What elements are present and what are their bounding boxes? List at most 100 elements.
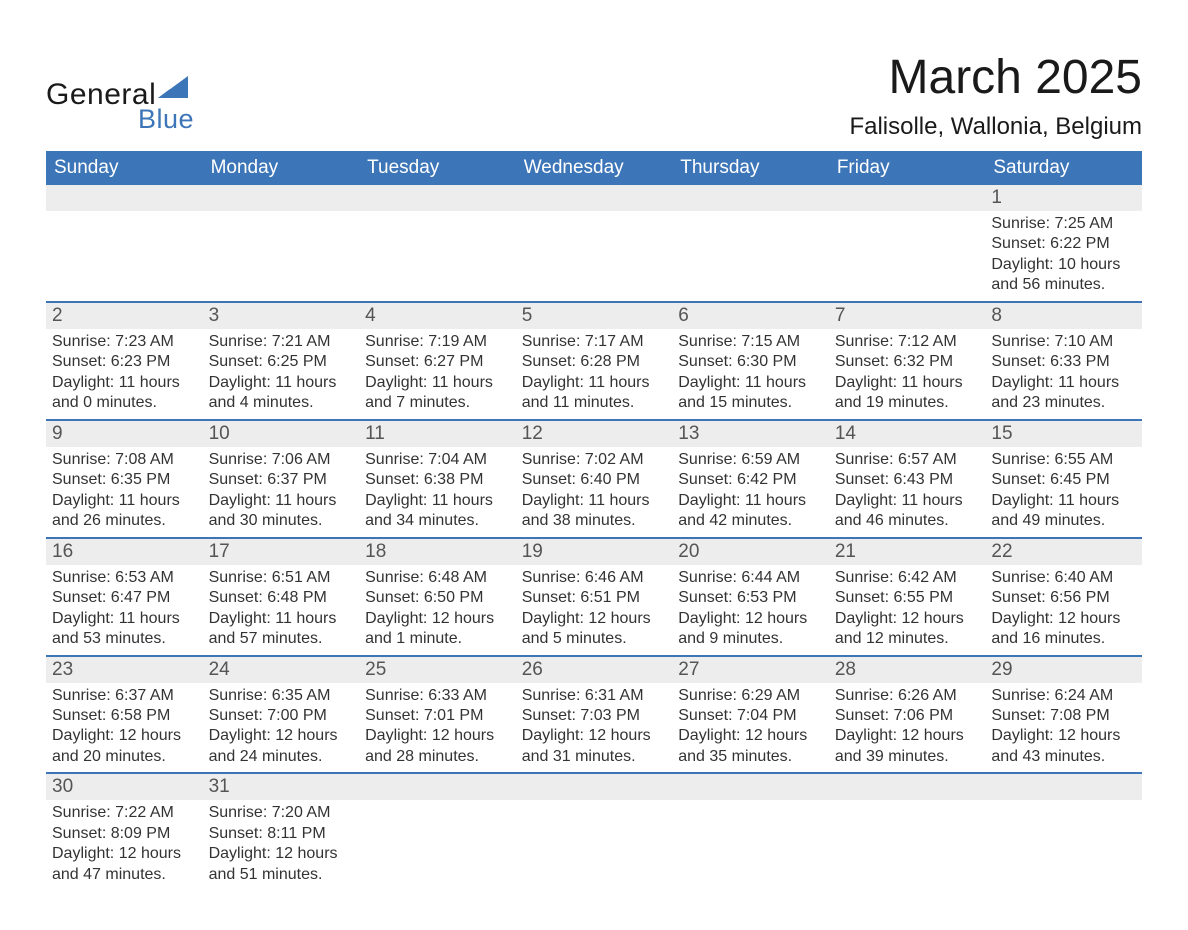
sunrise-text: Sunrise: 7:10 AM [991,332,1136,352]
day-cell [359,185,516,302]
day-details [672,800,829,860]
daynum-strip [46,185,203,211]
brand-line2: Blue [138,104,194,135]
week-row: 30 Sunrise: 7:22 AMSunset: 8:09 PMDayligh… [46,773,1142,890]
daynum-strip: 2 [46,303,203,329]
daynum-strip [359,185,516,211]
day-cell: 4Sunrise: 7:19 AMSunset: 6:27 PMDaylight… [359,302,516,420]
day-number: 4 [365,305,376,326]
sunset-text: Sunset: 6:45 PM [991,470,1136,490]
sunset-text: Sunset: 6:28 PM [522,352,667,372]
sunrise-text: Sunrise: 6:57 AM [835,450,980,470]
week-row: 16Sunrise: 6:53 AMSunset: 6:47 PMDayligh… [46,538,1142,656]
daylight-text: Daylight: 11 hours and 4 minutes. [209,373,354,414]
day-details [829,800,986,860]
day-number: 12 [522,423,543,444]
week-row: 1Sunrise: 7:25 AMSunset: 6:22 PMDaylight… [46,185,1142,302]
sunset-text: Sunset: 6:35 PM [52,470,197,490]
page-header: General Blue March 2025 Falisolle, Wallo… [46,50,1142,141]
daynum-strip [516,774,673,800]
daynum-strip: 19 [516,539,673,565]
sunrise-text: Sunrise: 7:02 AM [522,450,667,470]
sunrise-text: Sunrise: 7:04 AM [365,450,510,470]
weekday-header: Friday [829,151,986,185]
day-details: Sunrise: 6:59 AMSunset: 6:42 PMDaylight:… [672,447,829,537]
day-details [46,211,203,271]
daynum-strip [672,774,829,800]
sunset-text: Sunset: 7:08 PM [991,706,1136,726]
sunrise-text: Sunrise: 6:40 AM [991,568,1136,588]
daylight-text: Daylight: 12 hours and 51 minutes. [209,844,354,885]
day-details: Sunrise: 6:35 AMSunset: 7:00 PMDaylight:… [203,683,360,773]
week-row: 2Sunrise: 7:23 AMSunset: 6:23 PMDaylight… [46,302,1142,420]
day-cell: 10Sunrise: 7:06 AMSunset: 6:37 PMDayligh… [203,420,360,538]
day-details: Sunrise: 6:33 AMSunset: 7:01 PMDaylight:… [359,683,516,773]
day-details: Sunrise: 6:26 AMSunset: 7:06 PMDaylight:… [829,683,986,773]
day-cell: 9Sunrise: 7:08 AMSunset: 6:35 PMDaylight… [46,420,203,538]
daylight-text: Daylight: 11 hours and 15 minutes. [678,373,823,414]
page-title: March 2025 [849,50,1142,105]
sunrise-text: Sunrise: 6:26 AM [835,686,980,706]
weekday-header: Tuesday [359,151,516,185]
day-cell: 7Sunrise: 7:12 AMSunset: 6:32 PMDaylight… [829,302,986,420]
title-block: March 2025 Falisolle, Wallonia, Belgium [849,50,1142,141]
day-number: 22 [991,541,1012,562]
daynum-strip: 1 [985,185,1142,211]
day-number: 30 [52,776,73,797]
daylight-text: Daylight: 11 hours and 57 minutes. [209,609,354,650]
day-number: 23 [52,659,73,680]
daylight-text: Daylight: 12 hours and 43 minutes. [991,726,1136,767]
day-cell: 17Sunrise: 6:51 AMSunset: 6:48 PMDayligh… [203,538,360,656]
day-cell [203,185,360,302]
daylight-text: Daylight: 11 hours and 23 minutes. [991,373,1136,414]
daynum-strip [203,185,360,211]
day-cell [46,185,203,302]
daylight-text: Daylight: 11 hours and 34 minutes. [365,491,510,532]
day-cell: 6Sunrise: 7:15 AMSunset: 6:30 PMDaylight… [672,302,829,420]
day-number: 9 [52,423,63,444]
week-row: 23Sunrise: 6:37 AMSunset: 6:58 PMDayligh… [46,656,1142,774]
day-cell: 2Sunrise: 7:23 AMSunset: 6:23 PMDaylight… [46,302,203,420]
calendar-body: 1Sunrise: 7:25 AMSunset: 6:22 PMDaylight… [46,185,1142,890]
sunset-text: Sunset: 6:33 PM [991,352,1136,372]
day-details [985,800,1142,860]
daylight-text: Daylight: 12 hours and 24 minutes. [209,726,354,767]
sunset-text: Sunset: 6:25 PM [209,352,354,372]
daylight-text: Daylight: 12 hours and 12 minutes. [835,609,980,650]
sunset-text: Sunset: 6:47 PM [52,588,197,608]
daynum-strip: 23 [46,657,203,683]
daylight-text: Daylight: 12 hours and 16 minutes. [991,609,1136,650]
day-cell: 16Sunrise: 6:53 AMSunset: 6:47 PMDayligh… [46,538,203,656]
sunrise-text: Sunrise: 7:23 AM [52,332,197,352]
daynum-strip: 4 [359,303,516,329]
day-number: 10 [209,423,230,444]
day-details: Sunrise: 7:21 AMSunset: 6:25 PMDaylight:… [203,329,360,419]
day-details: Sunrise: 7:25 AMSunset: 6:22 PMDaylight:… [985,211,1142,301]
day-cell: 22Sunrise: 6:40 AMSunset: 6:56 PMDayligh… [985,538,1142,656]
sunrise-text: Sunrise: 6:53 AM [52,568,197,588]
day-cell [672,773,829,890]
sunset-text: Sunset: 6:50 PM [365,588,510,608]
sunset-text: Sunset: 6:58 PM [52,706,197,726]
day-number: 13 [678,423,699,444]
daynum-strip: 8 [985,303,1142,329]
sunrise-text: Sunrise: 6:51 AM [209,568,354,588]
weekday-header: Wednesday [516,151,673,185]
daylight-text: Daylight: 12 hours and 5 minutes. [522,609,667,650]
sunset-text: Sunset: 6:53 PM [678,588,823,608]
daynum-strip: 10 [203,421,360,447]
day-number: 24 [209,659,230,680]
day-details: Sunrise: 7:04 AMSunset: 6:38 PMDaylight:… [359,447,516,537]
day-cell: 15Sunrise: 6:55 AMSunset: 6:45 PMDayligh… [985,420,1142,538]
day-number: 29 [991,659,1012,680]
sunset-text: Sunset: 6:38 PM [365,470,510,490]
daylight-text: Daylight: 12 hours and 39 minutes. [835,726,980,767]
sunrise-text: Sunrise: 6:29 AM [678,686,823,706]
day-cell [985,773,1142,890]
daynum-strip: 24 [203,657,360,683]
day-number: 31 [209,776,230,797]
day-cell: 31Sunrise: 7:20 AMSunset: 8:11 PMDayligh… [203,773,360,890]
day-details: Sunrise: 7:22 AMSunset: 8:09 PMDaylight:… [46,800,203,890]
day-details: Sunrise: 6:57 AMSunset: 6:43 PMDaylight:… [829,447,986,537]
day-number: 5 [522,305,533,326]
